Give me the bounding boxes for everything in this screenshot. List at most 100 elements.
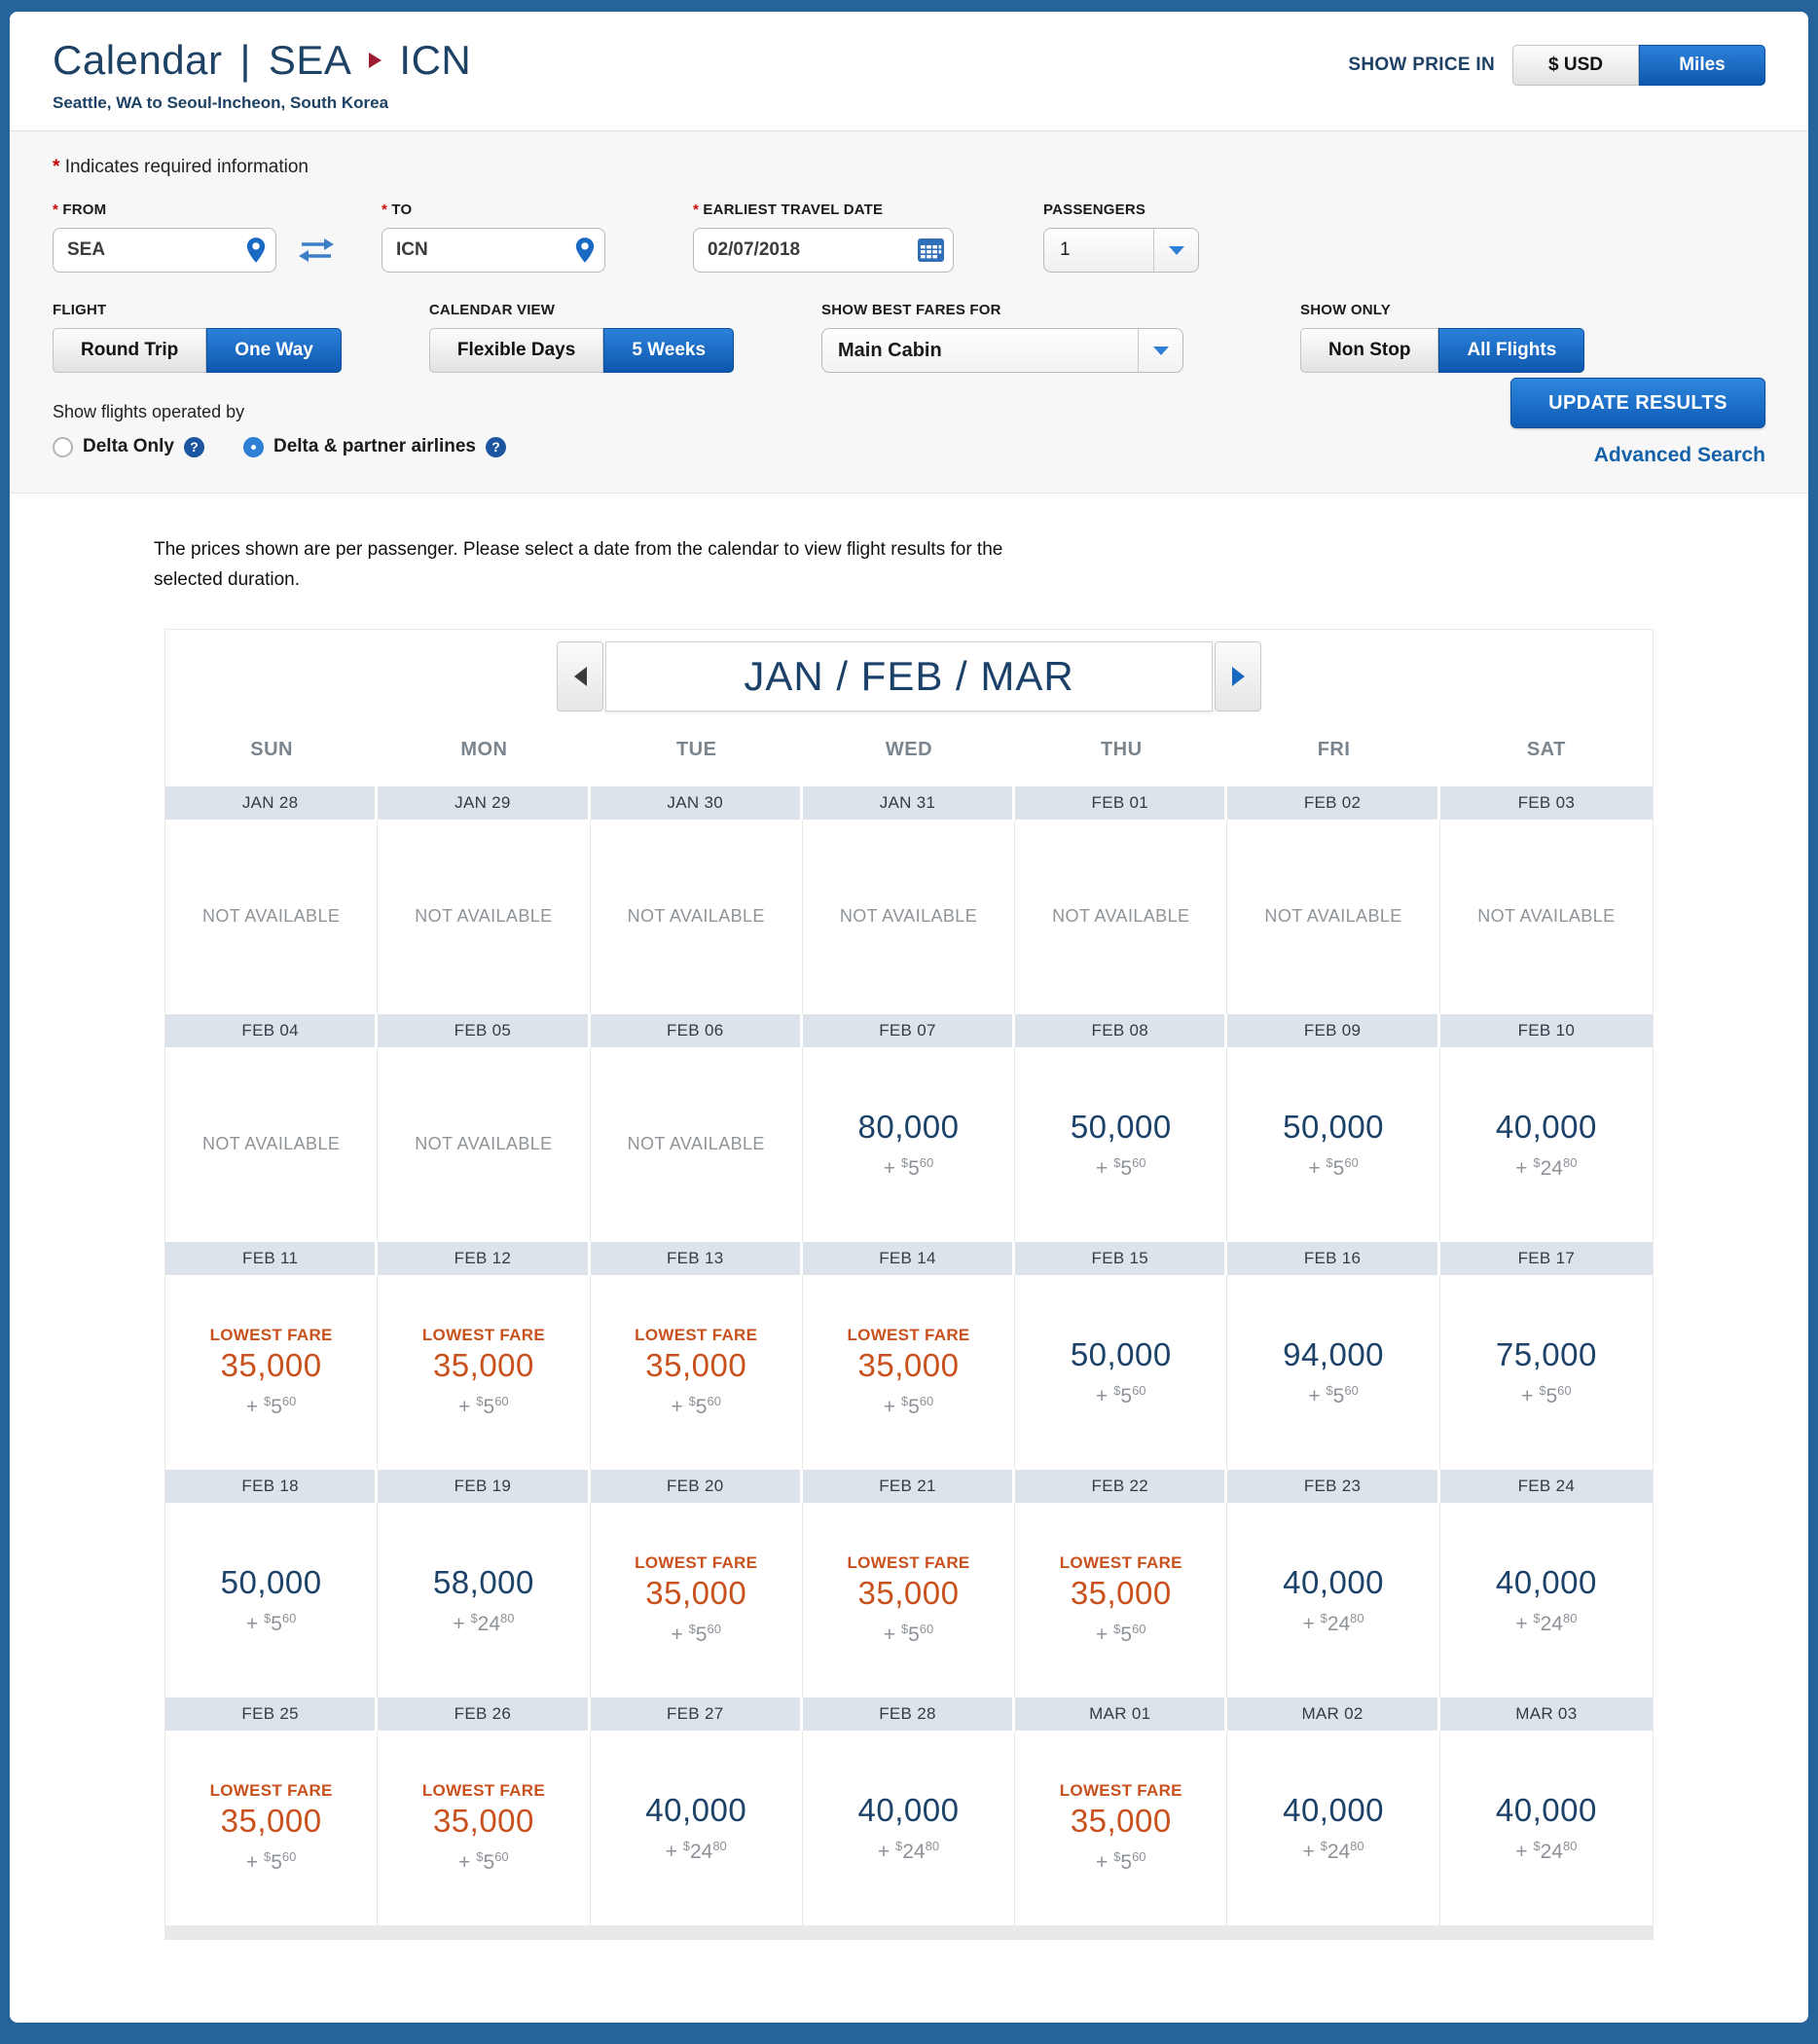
- operated-by-label: Show flights operated by: [53, 402, 245, 421]
- flight-type-toggle: Round Trip One Way: [53, 328, 342, 373]
- not-available-label: NOT AVAILABLE: [202, 906, 341, 927]
- passengers-group: PASSENGERS 1: [1043, 201, 1199, 273]
- lowest-fare-badge: LOWEST FARE: [847, 1552, 970, 1572]
- day-of-week-label: SAT: [1526, 738, 1566, 760]
- fare-cell[interactable]: 40,000 + $2480: [1439, 1730, 1653, 1925]
- swap-arrows-icon: [299, 238, 334, 262]
- passengers-label: PASSENGERS: [1043, 201, 1146, 218]
- day-of-week-label: TUE: [675, 738, 717, 760]
- fare-cell[interactable]: 40,000 + $2480: [1227, 1730, 1440, 1925]
- fare-cell[interactable]: LOWEST FARE 35,000 + $560: [378, 1730, 591, 1925]
- fare-cell[interactable]: LOWEST FARE 35,000 + $560: [802, 1502, 1016, 1697]
- fare-cell[interactable]: 94,000 + $560: [1227, 1274, 1440, 1470]
- non-stop-button[interactable]: Non Stop: [1300, 328, 1439, 373]
- date-cell: FEB 03: [1439, 785, 1653, 820]
- fare-cell[interactable]: 40,000 + $2480: [1227, 1502, 1440, 1697]
- date-cell: FEB 06: [590, 1013, 803, 1047]
- update-results-button[interactable]: UPDATE RESULTS: [1510, 378, 1765, 428]
- five-weeks-button[interactable]: 5 Weeks: [603, 328, 735, 373]
- location-pin-icon: [245, 237, 267, 264]
- usd-toggle-button[interactable]: $ USD: [1512, 45, 1639, 86]
- calendar-month-title: JAN / FEB / MAR: [605, 640, 1213, 712]
- fare-cell[interactable]: 40,000 + $2480: [1439, 1502, 1653, 1697]
- help-icon[interactable]: ?: [486, 436, 507, 457]
- operated-by-group: Show flights operated by Delta Only ? De…: [53, 402, 1765, 457]
- calendar-month-nav: JAN / FEB / MAR: [165, 630, 1653, 717]
- fare-cell[interactable]: LOWEST FARE 35,000 + $560: [378, 1274, 591, 1470]
- passengers-select[interactable]: 1: [1043, 228, 1199, 273]
- fare-cell[interactable]: 50,000 + $560: [1227, 1046, 1440, 1242]
- miles-price: 40,000: [645, 1791, 747, 1828]
- fare-cell[interactable]: 50,000 + $560: [1015, 1274, 1228, 1470]
- chevron-right-icon: [1231, 666, 1245, 686]
- fare-cell[interactable]: 80,000 + $560: [802, 1046, 1016, 1242]
- taxes-fees: + $560: [1521, 1382, 1572, 1407]
- help-icon[interactable]: ?: [183, 436, 204, 457]
- not-available-label: NOT AVAILABLE: [627, 906, 765, 927]
- fare-cell[interactable]: LOWEST FARE 35,000 + $560: [165, 1274, 379, 1470]
- prev-month-button[interactable]: [557, 640, 603, 712]
- all-flights-button[interactable]: All Flights: [1438, 328, 1585, 373]
- not-available-label: NOT AVAILABLE: [202, 1134, 341, 1154]
- delta-partner-radio[interactable]: Delta & partner airlines ?: [242, 436, 507, 457]
- fare-cell[interactable]: LOWEST FARE 35,000 + $560: [165, 1730, 379, 1925]
- date-cell: FEB 26: [378, 1697, 591, 1731]
- date-cell: FEB 08: [1015, 1013, 1228, 1047]
- calendar-view-label: CALENDAR VIEW: [428, 302, 556, 318]
- fare-cell[interactable]: 40,000 + $2480: [802, 1730, 1016, 1925]
- miles-toggle-button[interactable]: Miles: [1639, 45, 1765, 86]
- miles-price: 35,000: [857, 1574, 960, 1611]
- miles-price: 50,000: [1070, 1108, 1172, 1145]
- date-cell: FEB 10: [1439, 1013, 1653, 1047]
- fare-cell-unavailable: NOT AVAILABLE: [1439, 819, 1653, 1014]
- round-trip-button[interactable]: Round Trip: [53, 328, 207, 373]
- flight-label: FLIGHT: [53, 302, 107, 318]
- form-row-stations: * FROM: [53, 201, 1765, 273]
- date-cell: FEB 13: [590, 1241, 803, 1275]
- from-input[interactable]: [53, 228, 276, 273]
- cabin-select[interactable]: Main Cabin: [821, 328, 1184, 373]
- fare-cell[interactable]: 50,000 + $560: [165, 1502, 379, 1697]
- next-month-button[interactable]: [1215, 640, 1261, 712]
- fare-cell[interactable]: LOWEST FARE 35,000 + $560: [802, 1274, 1016, 1470]
- lowest-fare-badge: LOWEST FARE: [421, 1780, 545, 1800]
- calendar-footer-strip: [165, 1924, 1653, 1939]
- one-way-button[interactable]: One Way: [206, 328, 342, 373]
- fare-cell-unavailable: NOT AVAILABLE: [378, 819, 591, 1014]
- swap-stations-button[interactable]: [298, 236, 335, 265]
- flexible-days-button[interactable]: Flexible Days: [428, 328, 604, 373]
- travel-date-input[interactable]: [693, 228, 954, 273]
- calendar-grid: JAN 28 JAN 29 JAN 30 JAN 31 FEB 01 FEB 02 FEB …: [165, 785, 1653, 1925]
- fare-cell[interactable]: LOWEST FARE 35,000 + $560: [590, 1274, 803, 1470]
- not-available-label: NOT AVAILABLE: [1052, 906, 1190, 927]
- miles-price: 35,000: [432, 1346, 534, 1383]
- miles-price: 58,000: [432, 1563, 534, 1600]
- date-cell: FEB 28: [802, 1697, 1016, 1731]
- date-cell: FEB 14: [802, 1241, 1016, 1275]
- taxes-fees: + $560: [671, 1621, 721, 1646]
- lowest-fare-badge: LOWEST FARE: [635, 1552, 758, 1572]
- fare-cell[interactable]: LOWEST FARE 35,000 + $560: [1015, 1502, 1228, 1697]
- to-label: * TO: [382, 201, 413, 218]
- taxes-fees: + $560: [245, 1610, 297, 1635]
- calendar-icon[interactable]: [918, 238, 944, 262]
- chevron-left-icon: [573, 666, 587, 686]
- fare-cell[interactable]: 75,000 + $560: [1439, 1274, 1653, 1470]
- lowest-fare-badge: LOWEST FARE: [1059, 1552, 1182, 1572]
- fare-cell[interactable]: LOWEST FARE 35,000 + $560: [590, 1502, 803, 1697]
- advanced-search-link[interactable]: Advanced Search: [1593, 444, 1765, 466]
- to-input[interactable]: [382, 228, 605, 273]
- fare-cell[interactable]: LOWEST FARE 35,000 + $560: [1015, 1730, 1228, 1925]
- day-of-week-label: FRI: [1317, 738, 1351, 760]
- date-cell: FEB 19: [378, 1469, 591, 1503]
- fare-cell[interactable]: 50,000 + $560: [1015, 1046, 1228, 1242]
- fare-cell[interactable]: 40,000 + $2480: [590, 1730, 803, 1925]
- week-fare-row: LOWEST FARE 35,000 + $560 LOWEST FARE 35,000…: [165, 1730, 1653, 1925]
- radio-selected-icon: [242, 436, 264, 457]
- not-available-label: NOT AVAILABLE: [1477, 906, 1616, 927]
- taxes-fees: + $560: [1308, 1154, 1359, 1180]
- fare-cell[interactable]: 58,000 + $2480: [378, 1502, 591, 1697]
- miles-price: 40,000: [1495, 1563, 1597, 1600]
- fare-cell[interactable]: 40,000 + $2480: [1439, 1046, 1653, 1242]
- delta-only-radio[interactable]: Delta Only ?: [53, 436, 204, 457]
